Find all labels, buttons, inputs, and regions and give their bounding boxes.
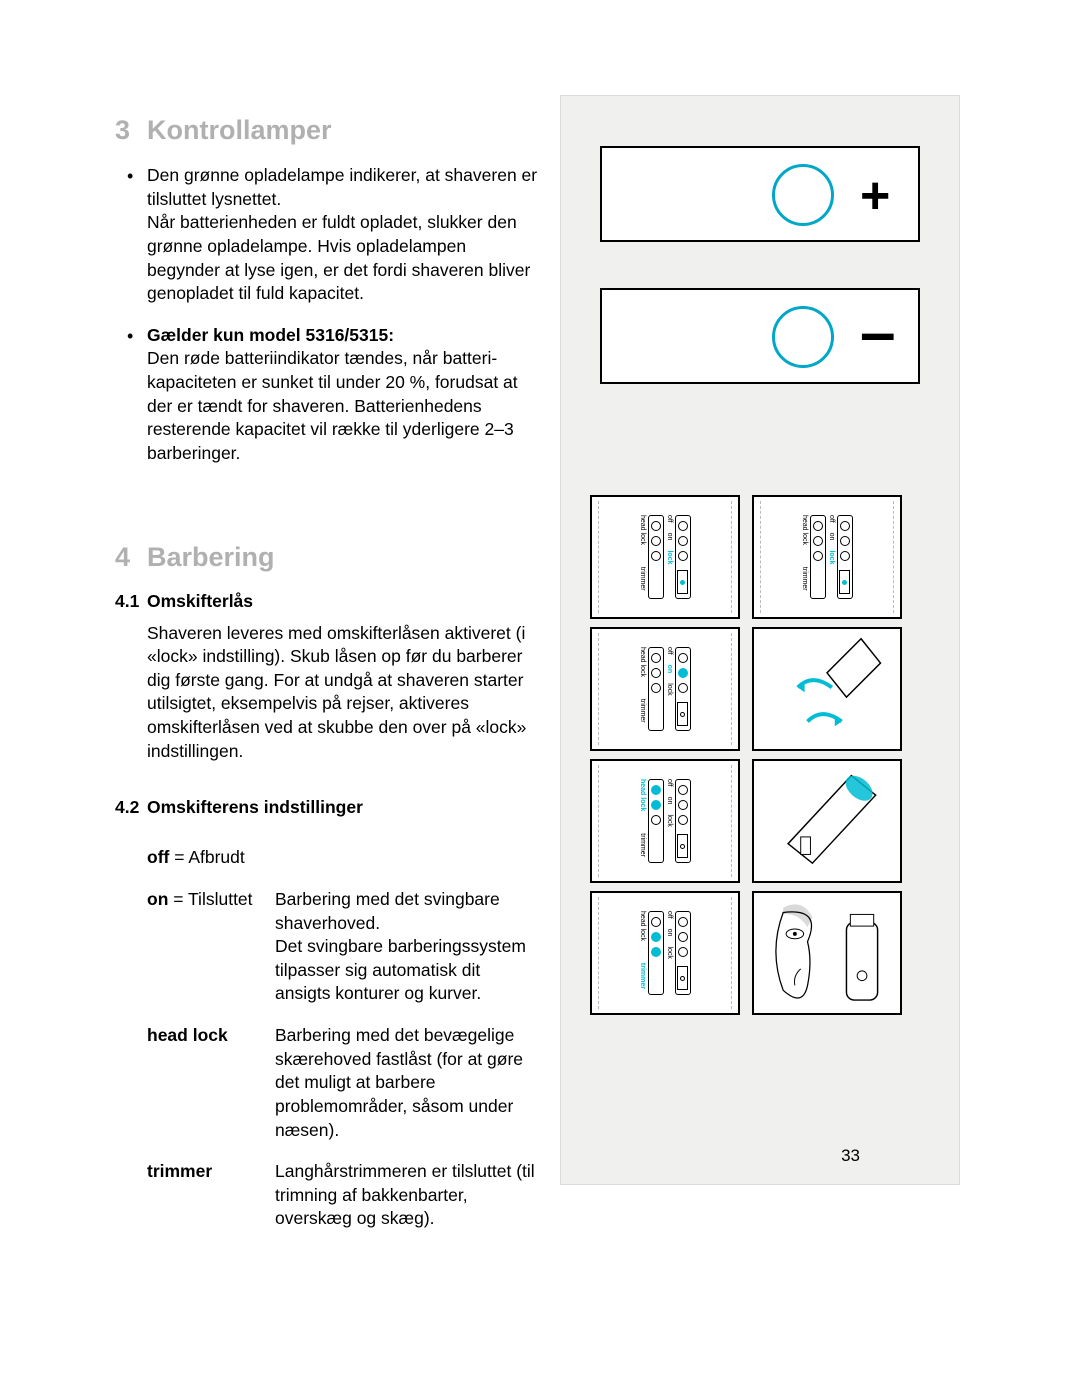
subsection-4-1: 4.1Omskifterlås Shaveren leveres med oms… xyxy=(115,591,540,764)
sub-4-1-num: 4.1 xyxy=(115,591,147,612)
sub-4-1-title: Omskifterlås xyxy=(147,591,253,611)
switch-row-headlock: offonlock head lock trimmer xyxy=(590,759,930,883)
section-4-number: 4 xyxy=(115,542,147,573)
switch-cell-trimmer: offonlock head lock trimmer xyxy=(590,891,740,1015)
led-circle-icon xyxy=(772,164,834,226)
section-3-title: Kontrollamper xyxy=(147,115,332,145)
switch-diagram-grid: offonlock head lock trimmer offonlock he… xyxy=(590,495,930,1023)
bullet-green-led: Den grønne opladelampe indikerer, at sha… xyxy=(147,164,540,306)
settings-table: off = Afbrudt on = Tilsluttet Barbering … xyxy=(115,846,540,1231)
switch-cell-on: offonlock head lock trimmer xyxy=(590,627,740,751)
text-column: 3Kontrollamper Den grønne opladelampe in… xyxy=(115,115,540,1249)
setting-trimmer: trimmer Langhårstrimmeren er tilsluttet … xyxy=(147,1160,540,1231)
section-4-heading: 4Barbering xyxy=(115,542,540,573)
bullet-red-led-body: Den røde batteriindikator tændes, når ba… xyxy=(147,348,518,463)
section-3-heading: 3Kontrollamper xyxy=(115,115,540,146)
section-3-bullets: Den grønne opladelampe indikerer, at sha… xyxy=(115,164,540,466)
setting-on: on = Tilsluttet Barbering med det svingb… xyxy=(147,888,540,1006)
minus-icon: – xyxy=(860,300,896,364)
subsection-4-2: 4.2Omskifterens indstillinger xyxy=(115,797,540,818)
led-box-plus: + xyxy=(600,146,920,242)
bullet-red-led: Gælder kun model 5316/5315: Den røde bat… xyxy=(147,324,540,466)
led-circle-icon xyxy=(772,306,834,368)
sub-4-2-title: Omskifterens indstillinger xyxy=(147,797,363,817)
plus-icon: + xyxy=(860,170,890,222)
led-box-minus: – xyxy=(600,288,920,384)
switch-row-trimmer: offonlock head lock trimmer xyxy=(590,891,930,1015)
illus-headlock xyxy=(752,759,902,883)
section-3-number: 3 xyxy=(115,115,147,146)
switch-cell-headlock: offonlock head lock trimmer xyxy=(590,759,740,883)
page-number: 33 xyxy=(841,1146,860,1166)
illus-trimmer-face xyxy=(752,891,902,1015)
switch-cell-lock-b: offonlock head lock trimmer xyxy=(752,495,902,619)
sub-4-1-body: Shaveren leveres med omskifterlåsen akti… xyxy=(147,622,540,764)
setting-off: off = Afbrudt xyxy=(147,846,540,870)
switch-row-on: offonlock head lock trimmer xyxy=(590,627,930,751)
switch-row-lock: offonlock head lock trimmer offonlock he… xyxy=(590,495,930,619)
setting-headlock: head lock Barbering med det bevægelige s… xyxy=(147,1024,540,1142)
switch-cell-lock-a: offonlock head lock trimmer xyxy=(590,495,740,619)
section-4-title: Barbering xyxy=(147,542,275,572)
sub-4-2-num: 4.2 xyxy=(115,797,147,818)
bullet-green-led-text: Den grønne opladelampe indikerer, at sha… xyxy=(147,165,537,303)
illus-on-swing xyxy=(752,627,902,751)
bullet-red-led-lead: Gælder kun model 5316/5315: xyxy=(147,325,394,345)
